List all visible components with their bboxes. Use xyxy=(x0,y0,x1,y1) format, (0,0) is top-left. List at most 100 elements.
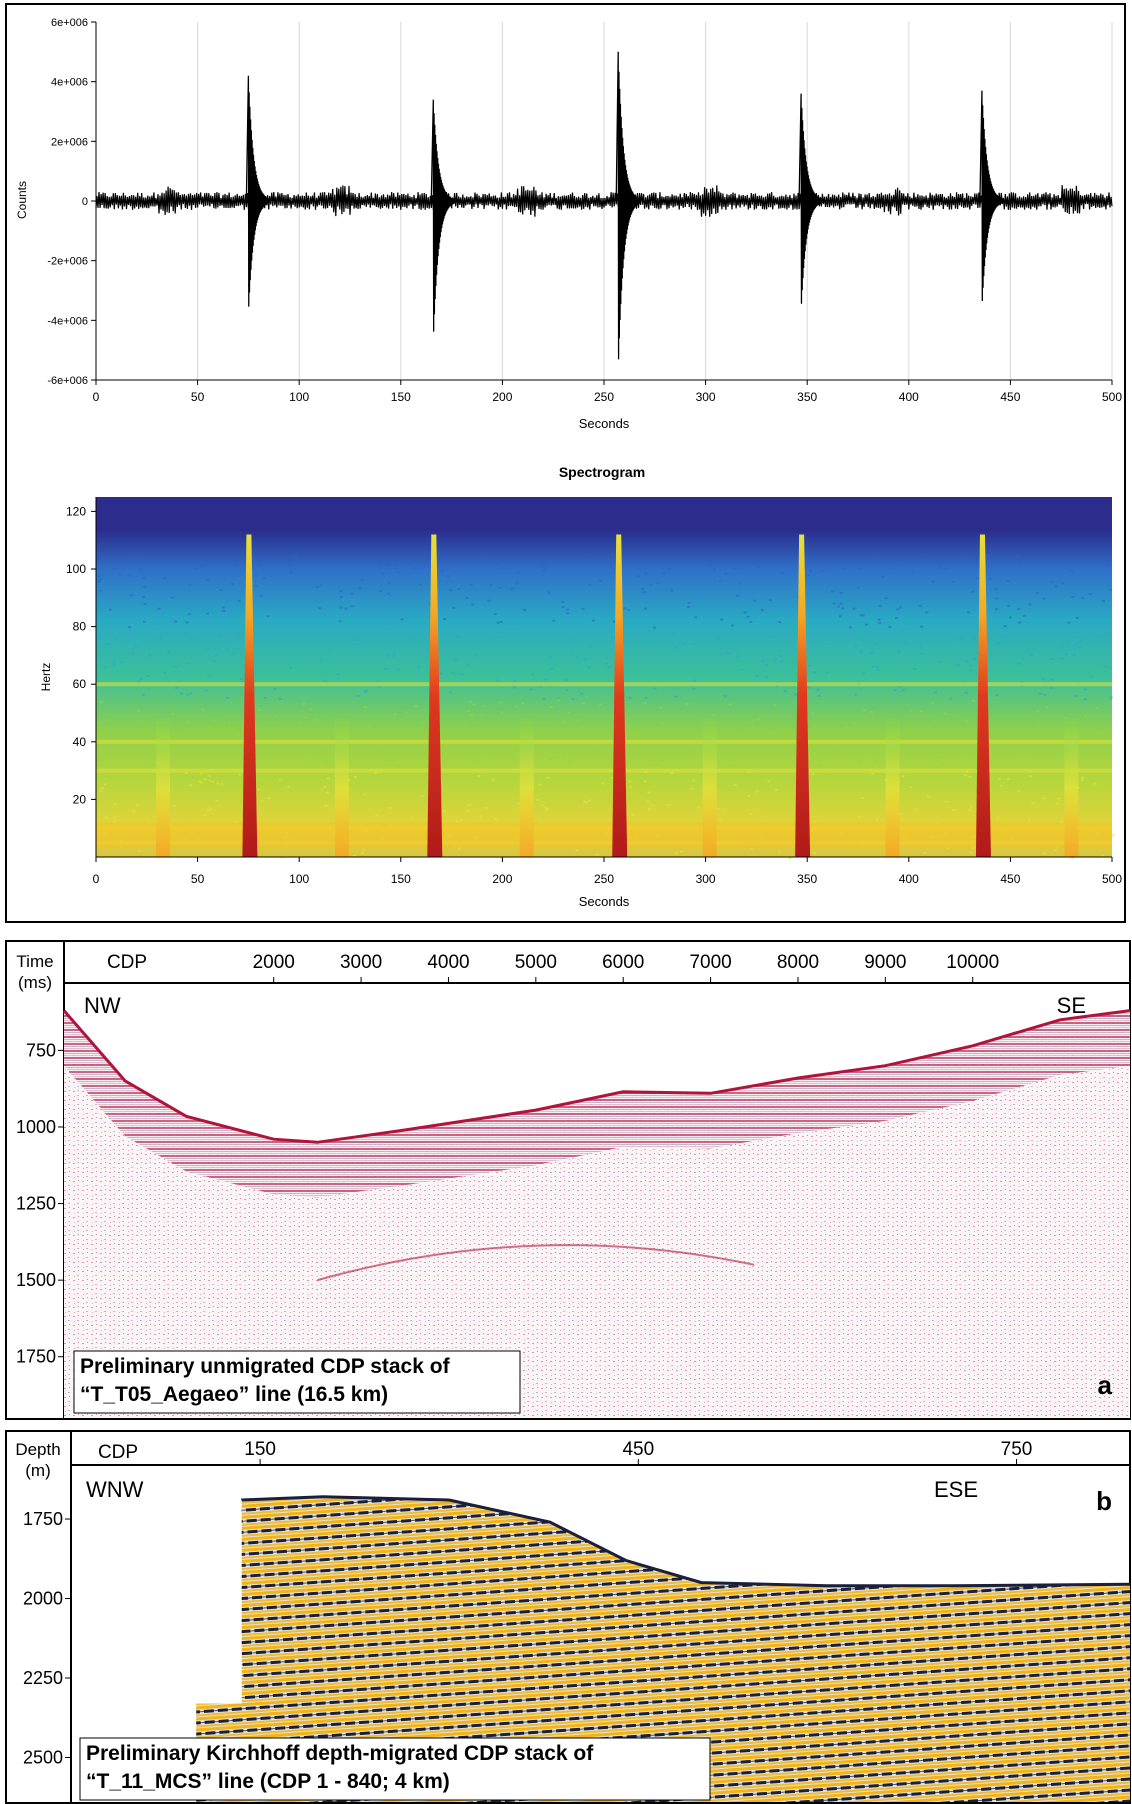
spectrogram-speckle xyxy=(556,697,560,700)
spectrogram-speckle xyxy=(276,732,280,735)
panel-b-letter: b xyxy=(1096,1486,1112,1516)
spectrogram-speckle xyxy=(839,591,843,594)
spectrogram-speckle xyxy=(203,813,207,816)
spectrogram-speckle xyxy=(912,570,915,573)
spectrogram-speckle xyxy=(521,702,525,705)
spectrogram-speckle xyxy=(871,772,875,775)
spectrogram-speckle xyxy=(794,693,798,696)
spectrogram-speckle xyxy=(1101,854,1105,857)
spectrogram-speckle xyxy=(733,784,737,787)
spectrogram-speckle xyxy=(1050,658,1054,660)
spectrogram-speckle xyxy=(859,650,863,653)
spectrogram-speckle xyxy=(396,571,400,574)
spectrogram-speckle xyxy=(113,637,117,640)
spectrogram-speckle xyxy=(131,652,135,655)
spectrogram-speckle xyxy=(825,671,829,674)
spectrogram-speckle xyxy=(1057,561,1061,564)
spectrogram-speckle xyxy=(143,603,147,605)
spectrogram-speckle xyxy=(479,815,483,818)
spectrogram-speckle xyxy=(555,756,559,759)
spectrogram-speckle xyxy=(861,672,865,675)
spectrogram-speckle xyxy=(896,608,900,611)
spectrogram-speckle xyxy=(736,594,740,597)
spectrogram-speckle xyxy=(839,602,843,605)
spectrogram-speckle xyxy=(259,564,263,567)
spectrogram-speckle xyxy=(1064,717,1067,719)
spectrogram-speckle xyxy=(493,613,497,615)
spectrogram-speckle xyxy=(995,597,999,600)
spectrogram-speckle xyxy=(733,567,737,570)
spectrogram-speckle xyxy=(448,735,452,738)
spectrogram-speckle xyxy=(726,652,730,655)
spectrogram-speckle xyxy=(594,743,598,746)
spectrogram-speckle xyxy=(421,720,424,723)
spectrogram-speckle xyxy=(716,637,720,640)
spectrogram-speckle xyxy=(459,819,463,822)
spectrogram-speckle xyxy=(484,559,487,562)
spectrogram-speckle xyxy=(930,701,934,704)
spectrogram-speckle xyxy=(1078,646,1082,649)
spectrogram-speckle xyxy=(937,660,941,663)
spectrogram-speckle xyxy=(674,646,678,649)
spectrogram-speckle xyxy=(861,797,865,800)
spectrogram-speckle xyxy=(451,672,455,675)
spectrogram-speckle xyxy=(841,567,845,570)
spectrogram-speckle xyxy=(112,660,116,663)
spectrogram-speckle xyxy=(390,759,394,762)
spectrogram-speckle xyxy=(740,668,744,671)
spectrogram-speckle xyxy=(158,637,162,640)
panel-a-letter: a xyxy=(1098,1370,1113,1400)
spectrogram-speckle xyxy=(108,719,112,722)
spectrogram-speckle xyxy=(562,721,566,724)
spectrogram-speckle xyxy=(875,643,879,646)
spectrogram-speckle xyxy=(776,744,780,747)
waveform-x-tick-label: 200 xyxy=(492,390,512,404)
spectrogram-speckle xyxy=(375,748,379,751)
spectrogram-speckle xyxy=(859,614,863,617)
spectrogram-speckle xyxy=(898,556,902,559)
spectrogram-speckle xyxy=(939,566,943,569)
spectrogram-speckle xyxy=(1030,654,1034,656)
spectrogram-speckle xyxy=(148,654,152,657)
spectrogram-speckle xyxy=(1000,635,1004,638)
waveform-pulse-1 xyxy=(245,75,271,307)
spectrogram-speckle xyxy=(194,567,198,570)
spectrogram-speckle xyxy=(104,816,108,819)
spectrogram-speckle xyxy=(187,613,191,616)
panel-a-y-tick-label: 1500 xyxy=(16,1270,56,1290)
spectrogram-speckle xyxy=(611,636,615,639)
spectrogram-speckle xyxy=(1097,635,1101,637)
spectrogram-speckle xyxy=(845,725,848,728)
panel-a-title: Preliminary unmigrated CDP stack of “T_T… xyxy=(80,1355,450,1406)
spectrogram-speckle xyxy=(516,571,520,574)
panel-a-title-box xyxy=(73,1350,521,1414)
spectrogram-speckle xyxy=(1042,597,1046,600)
spectrogram-speckle xyxy=(540,804,544,806)
spectrogram-speckle xyxy=(187,720,191,723)
spectrogram-speckle xyxy=(643,780,647,783)
spectrogram-speckle xyxy=(968,775,972,778)
spectrogram-speckle xyxy=(708,565,712,567)
spectrogram-speckle xyxy=(670,772,674,775)
spectrogram-speckle xyxy=(279,778,282,781)
spectrogram-speckle xyxy=(273,688,277,691)
spectrogram-speckle xyxy=(743,611,747,614)
spectrogram-speckle xyxy=(381,573,385,575)
spectrogram-y-tick-label: 80 xyxy=(73,620,87,634)
spectrogram-x-tick-label: 100 xyxy=(289,872,309,886)
waveform-x-tick-label: 0 xyxy=(93,390,100,404)
spectrogram-speckle xyxy=(1009,616,1012,619)
spectrogram-speckle xyxy=(1061,657,1065,660)
spectrogram-speckle xyxy=(1050,580,1054,583)
spectrogram-speckle xyxy=(774,789,778,792)
spectrogram-speckle xyxy=(1007,604,1011,607)
spectrogram-speckle xyxy=(1036,724,1040,727)
spectrogram-speckle xyxy=(674,852,678,855)
spectrogram-speckle xyxy=(163,577,167,580)
spectrogram-speckle xyxy=(628,780,632,783)
spectrogram-speckle xyxy=(724,736,728,739)
spectrogram-speckle xyxy=(842,562,846,565)
panel-b-y-tick-label: 2500 xyxy=(23,1747,63,1767)
spectrogram-speckle xyxy=(211,780,215,783)
panel-a-time-label: Time xyxy=(16,952,53,971)
